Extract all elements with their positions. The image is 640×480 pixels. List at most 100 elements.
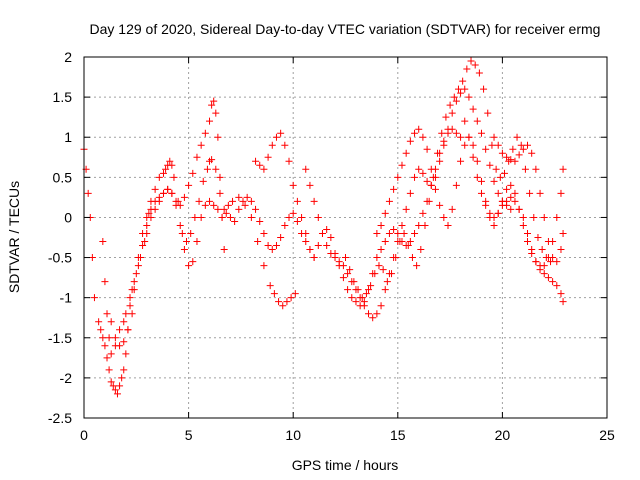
data-point (440, 141, 448, 149)
data-point (390, 225, 398, 233)
data-point (553, 213, 561, 221)
data-point (151, 205, 159, 213)
x-tick-label: 25 (599, 427, 615, 443)
data-point (557, 290, 565, 298)
data-point (189, 258, 197, 266)
data-point (365, 286, 373, 294)
data-point (530, 213, 538, 221)
data-point (421, 221, 429, 229)
data-point (465, 93, 473, 101)
data-point (465, 133, 473, 141)
data-point (218, 213, 226, 221)
data-point (381, 286, 389, 294)
data-point (264, 242, 272, 250)
data-point (367, 282, 375, 290)
y-tick-label: 0.5 (53, 169, 73, 185)
data-point (492, 165, 500, 173)
data-point (490, 213, 498, 221)
data-point (193, 153, 201, 161)
data-point (180, 246, 188, 254)
data-point (302, 229, 310, 237)
data-point (459, 77, 467, 85)
data-point (88, 254, 96, 262)
data-point (396, 238, 404, 246)
data-point (454, 85, 462, 93)
data-point (507, 205, 515, 213)
axes (83, 56, 608, 419)
data-point (185, 181, 193, 189)
data-point (99, 238, 107, 246)
data-point (511, 197, 519, 205)
data-point (511, 157, 519, 165)
data-point (373, 310, 381, 318)
data-point (185, 262, 193, 270)
data-point (199, 177, 207, 185)
data-point (461, 117, 469, 125)
data-point (463, 65, 471, 73)
y-tick-label: -1.5 (48, 330, 72, 346)
data-point (212, 109, 220, 117)
data-point (507, 181, 515, 189)
data-point (473, 157, 481, 165)
data-point (415, 125, 423, 133)
data-point (411, 129, 419, 137)
data-point (467, 57, 475, 65)
data-point (406, 189, 414, 197)
data-point (517, 141, 525, 149)
data-point (557, 189, 565, 197)
data-point (524, 229, 532, 237)
data-point (448, 109, 456, 117)
data-point (482, 201, 490, 209)
data-point (145, 209, 153, 217)
data-point (553, 258, 561, 266)
data-point (452, 129, 460, 137)
data-point (103, 310, 111, 318)
data-point (101, 278, 109, 286)
data-point (210, 201, 218, 209)
data-point (507, 156, 515, 164)
data-point (427, 165, 435, 173)
data-point (540, 270, 548, 278)
data-point (498, 201, 506, 209)
data-point (216, 189, 224, 197)
data-point (254, 238, 262, 246)
data-point (323, 225, 331, 233)
data-point (155, 197, 163, 205)
data-point (553, 282, 561, 290)
data-point (206, 117, 214, 125)
data-point (423, 177, 431, 185)
data-point (270, 290, 278, 298)
data-point (272, 133, 280, 141)
x-tick-label: 20 (495, 427, 511, 443)
data-point (427, 181, 435, 189)
data-point (99, 334, 107, 342)
data-point (477, 189, 485, 197)
data-point (260, 229, 268, 237)
data-point (241, 201, 249, 209)
data-point (480, 85, 488, 93)
x-tick-label: 0 (80, 427, 88, 443)
data-point (302, 238, 310, 246)
data-point (534, 234, 542, 241)
data-point (314, 213, 322, 221)
data-point (134, 262, 142, 270)
data-point (419, 133, 427, 141)
data-point (415, 165, 423, 173)
data-point (116, 342, 124, 350)
data-point (446, 101, 454, 109)
data-point (348, 294, 356, 302)
data-point (212, 165, 220, 173)
data-point (178, 229, 186, 237)
data-point (344, 286, 352, 294)
data-point (538, 246, 546, 254)
data-point (281, 141, 289, 149)
data-point (490, 177, 498, 185)
data-point (406, 137, 414, 145)
data-point (264, 153, 272, 161)
data-point (381, 238, 389, 246)
data-point (95, 318, 103, 326)
data-point (197, 141, 205, 149)
data-point (494, 209, 502, 217)
data-point (197, 213, 205, 221)
data-point (406, 238, 414, 246)
